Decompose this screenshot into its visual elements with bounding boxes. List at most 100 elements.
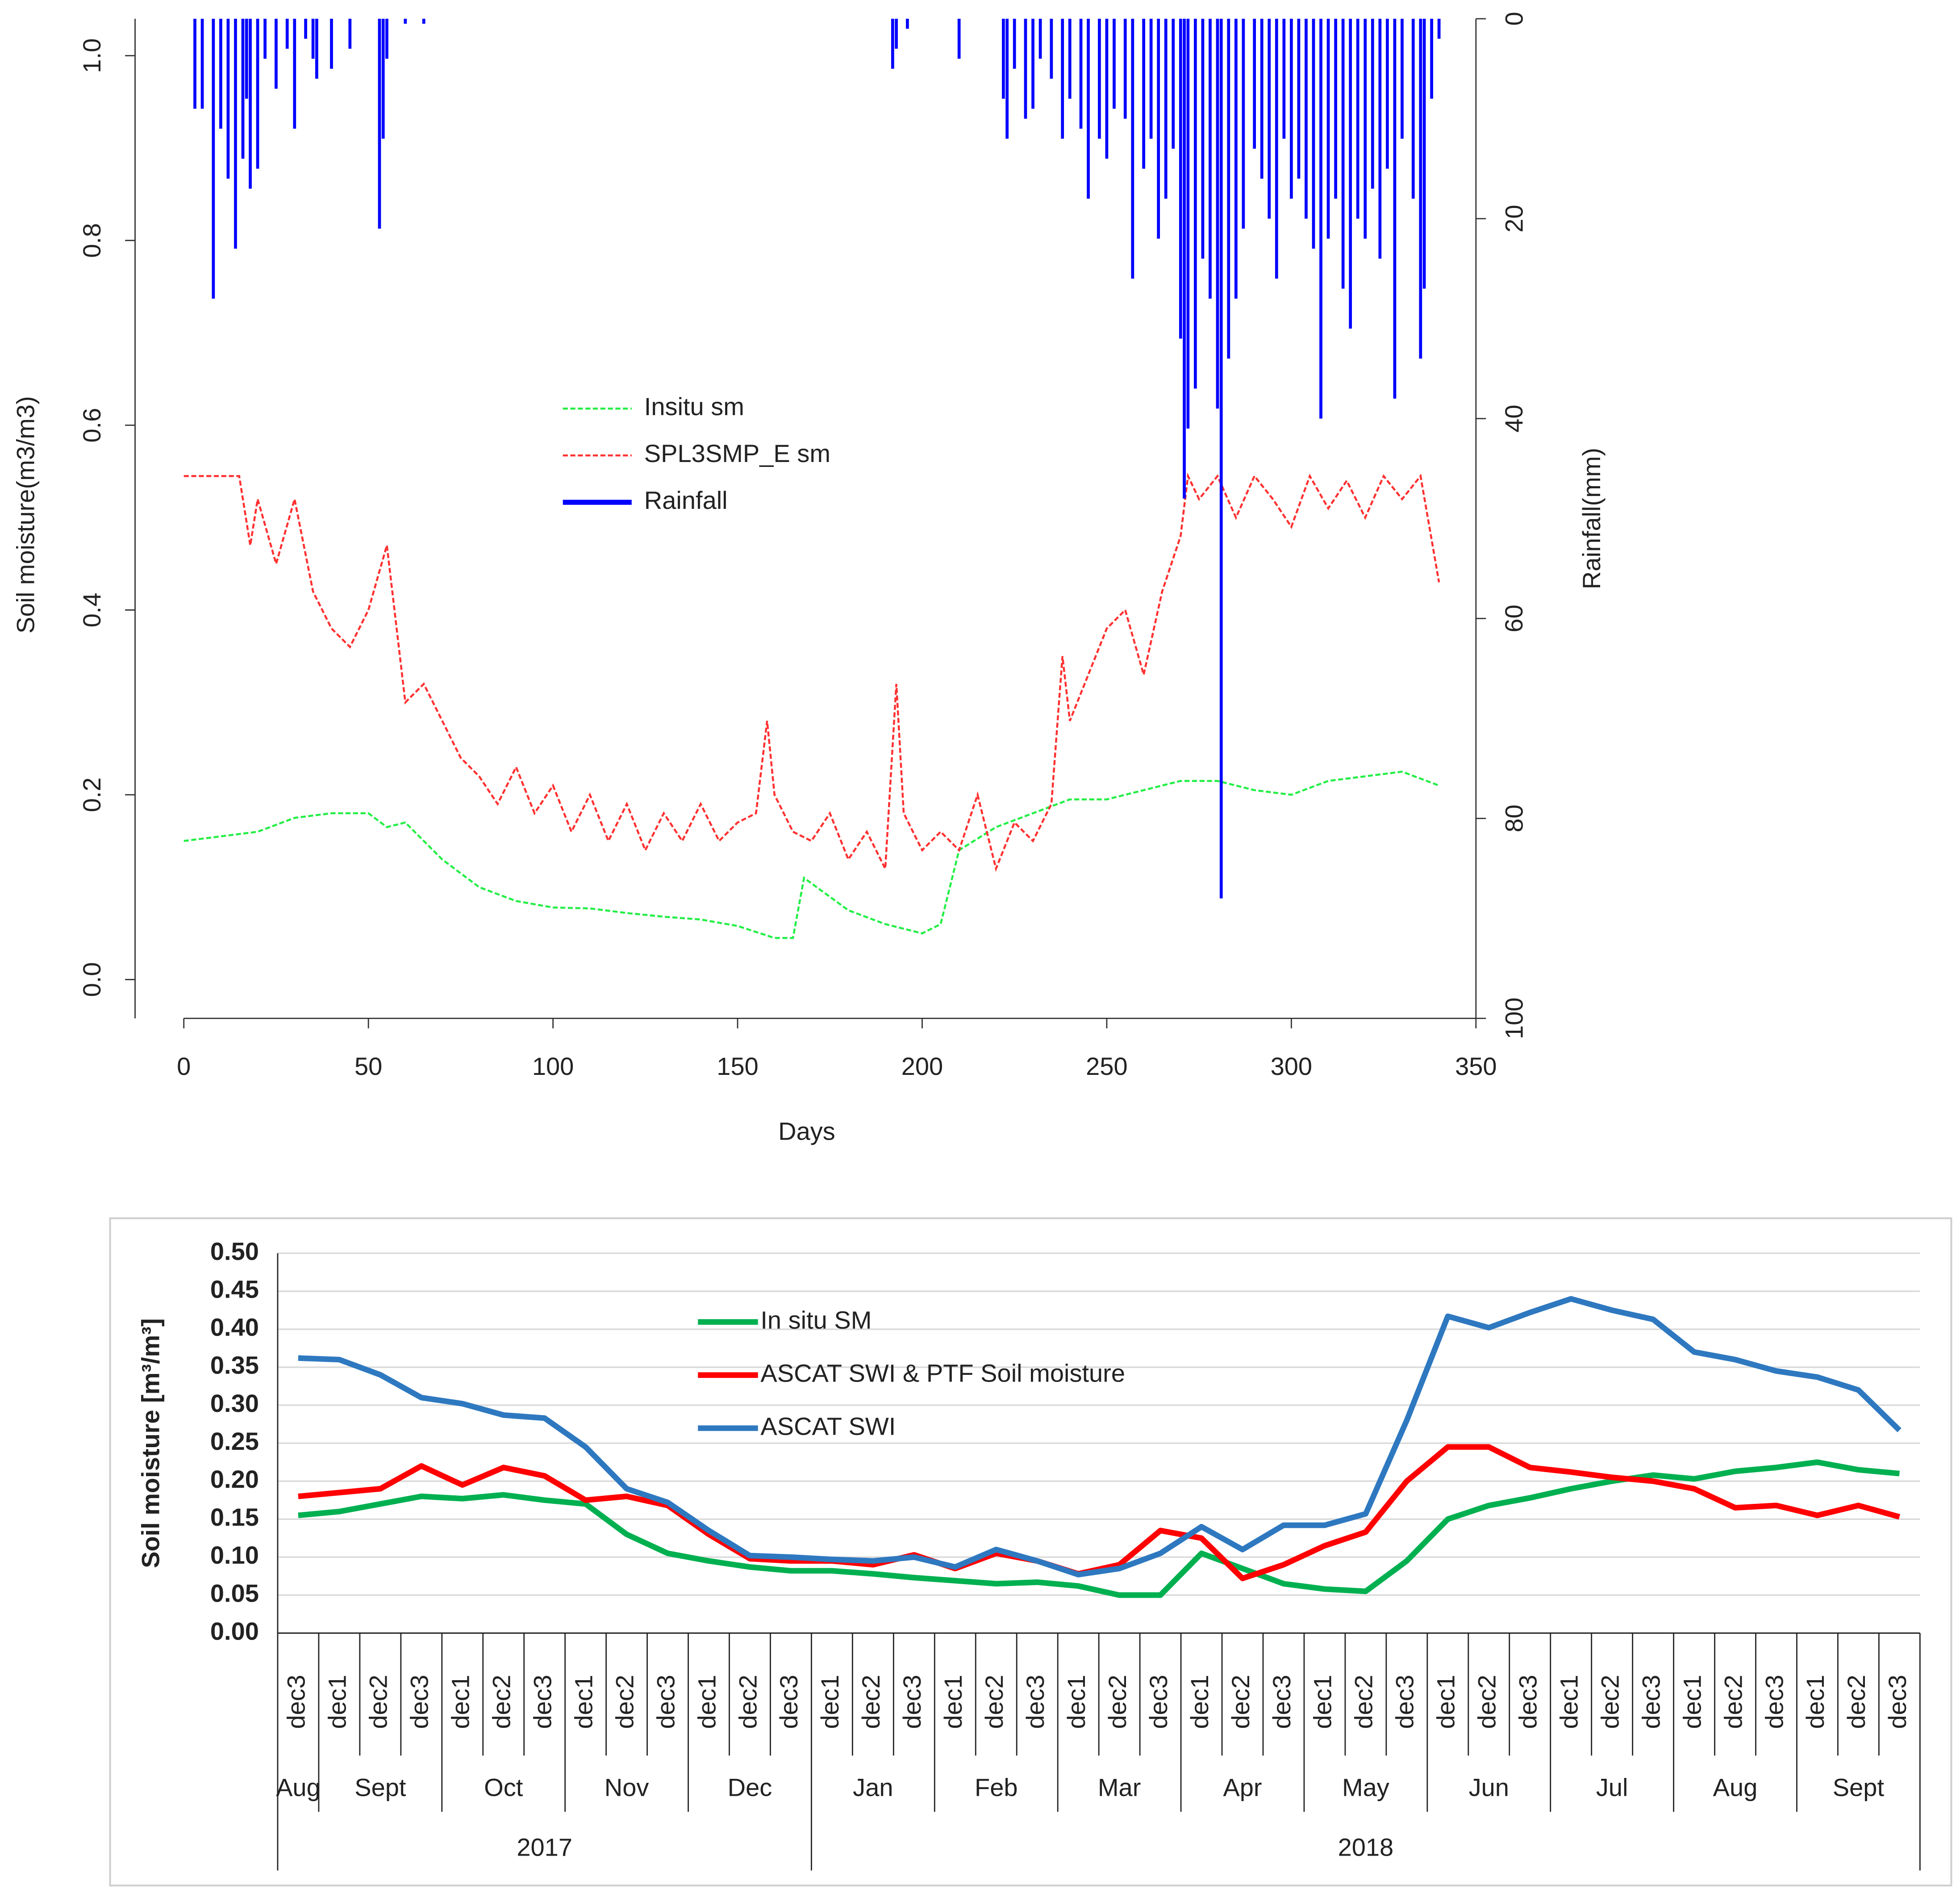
x-tick-label: 0 <box>177 1052 191 1080</box>
rain-bar <box>285 18 289 49</box>
rain-bar <box>1422 18 1426 289</box>
rain-bar <box>1149 18 1153 139</box>
rain-bar <box>1419 18 1422 359</box>
y-axis-label: Soil moisture(m3/m3) <box>11 396 39 633</box>
dekad-label: dec2 <box>1719 1675 1747 1729</box>
month-label: Jun <box>1469 1773 1509 1801</box>
rain-bar <box>1282 18 1286 139</box>
y2-tick-label: 60 <box>1500 604 1528 632</box>
rain-bar <box>245 18 248 99</box>
legend-label: In situ SM <box>760 1306 872 1334</box>
dekad-label: dec3 <box>651 1675 680 1729</box>
series-line <box>183 472 1440 873</box>
rain-bar <box>304 18 307 39</box>
rain-bar <box>1437 18 1441 39</box>
rain-bar <box>1430 18 1433 99</box>
rain-bar <box>1024 18 1027 119</box>
rain-bar <box>891 18 894 69</box>
rain-bar <box>1013 18 1016 69</box>
rain-bar <box>957 18 961 59</box>
y-tick-label: 0.25 <box>210 1427 259 1455</box>
x-tick-label: 50 <box>354 1052 382 1080</box>
dekad-label: dec1 <box>446 1675 475 1729</box>
rain-bar <box>1123 18 1127 119</box>
x-tick-label: 350 <box>1455 1052 1497 1080</box>
dekad-label: dec3 <box>1391 1675 1419 1729</box>
y-tick-label: 0.8 <box>78 223 106 258</box>
dekad-label: dec1 <box>1801 1675 1829 1729</box>
y-tick-label: 0.40 <box>210 1313 259 1341</box>
rain-bar <box>1371 18 1374 189</box>
rain-bar <box>212 18 215 299</box>
x-tick-label: 200 <box>901 1052 943 1080</box>
dekad-label: dec3 <box>898 1675 926 1729</box>
dekad-label: dec2 <box>488 1675 516 1729</box>
dekad-label: dec2 <box>1596 1675 1624 1729</box>
rain-bar <box>1312 18 1315 249</box>
dekad-label: dec3 <box>1760 1675 1788 1729</box>
rain-bar <box>1113 18 1116 109</box>
rain-bar <box>234 18 237 249</box>
rain-bar <box>241 18 245 159</box>
y2-tick-label: 0 <box>1500 12 1528 25</box>
dekad-label: dec3 <box>528 1675 556 1729</box>
y-tick-label: 0.30 <box>210 1389 259 1417</box>
rain-bar <box>1411 18 1415 199</box>
series-line <box>298 1296 1902 1578</box>
month-label: Nov <box>605 1773 649 1801</box>
rain-bar <box>1172 18 1175 149</box>
rain-bar <box>1183 18 1186 499</box>
rain-bar <box>1297 18 1301 179</box>
rain-bar <box>293 18 296 129</box>
rain-bar <box>1201 18 1205 259</box>
dekad-label: dec3 <box>1883 1675 1911 1729</box>
month-label: Mar <box>1098 1773 1141 1801</box>
rain-bar <box>1268 18 1271 219</box>
y-tick-label: 1.0 <box>78 38 106 73</box>
x-tick-label: 150 <box>717 1052 758 1080</box>
rain-bar <box>1087 18 1090 199</box>
dekad-label: dec2 <box>734 1675 762 1729</box>
x-axis-label: Days <box>778 1117 835 1145</box>
rain-bar <box>1038 18 1042 59</box>
month-label: Jul <box>1596 1773 1628 1801</box>
dekad-label: dec1 <box>569 1675 597 1729</box>
rain-bar <box>1260 18 1264 179</box>
dekad-label: dec2 <box>1226 1675 1255 1729</box>
rain-bar <box>895 18 898 49</box>
month-label: Aug <box>1713 1773 1758 1801</box>
rain-bar <box>330 18 333 69</box>
rain-bar <box>1393 18 1397 399</box>
dekad-label: dec1 <box>1432 1675 1460 1729</box>
rain-bar <box>1061 18 1064 139</box>
y-tick-label: 0.05 <box>210 1579 259 1607</box>
rain-bar <box>1098 18 1101 139</box>
y-tick-label: 0.10 <box>210 1541 259 1569</box>
rain-bar <box>1068 18 1072 99</box>
month-label: Aug <box>276 1773 321 1801</box>
dekad-label: dec1 <box>1678 1675 1706 1729</box>
dekad-label: dec1 <box>1062 1675 1090 1729</box>
rain-bar <box>315 18 318 79</box>
dekad-label: dec3 <box>1268 1675 1296 1729</box>
series-line <box>298 1444 1901 1582</box>
dekad-label: dec1 <box>323 1675 351 1729</box>
y-tick-label: 0.45 <box>210 1275 259 1303</box>
rain-bar <box>1341 18 1345 289</box>
y-tick-label: 0.00 <box>210 1617 259 1645</box>
y2-tick-label: 20 <box>1500 205 1528 233</box>
rain-bar <box>249 18 252 189</box>
x-tick-label: 300 <box>1271 1052 1312 1080</box>
rain-bar <box>1179 18 1182 339</box>
rain-bar <box>1364 18 1367 239</box>
dekad-label: dec1 <box>1555 1675 1583 1729</box>
rain-bar <box>1401 18 1404 139</box>
rain-bar <box>348 18 352 49</box>
dekad-label: dec3 <box>282 1675 310 1729</box>
legend-label: Insitu sm <box>644 392 744 420</box>
rain-bar <box>1305 18 1308 219</box>
rain-bar <box>1253 18 1256 149</box>
dekad-label: dec3 <box>405 1675 434 1729</box>
dekad-label: dec3 <box>775 1675 803 1729</box>
